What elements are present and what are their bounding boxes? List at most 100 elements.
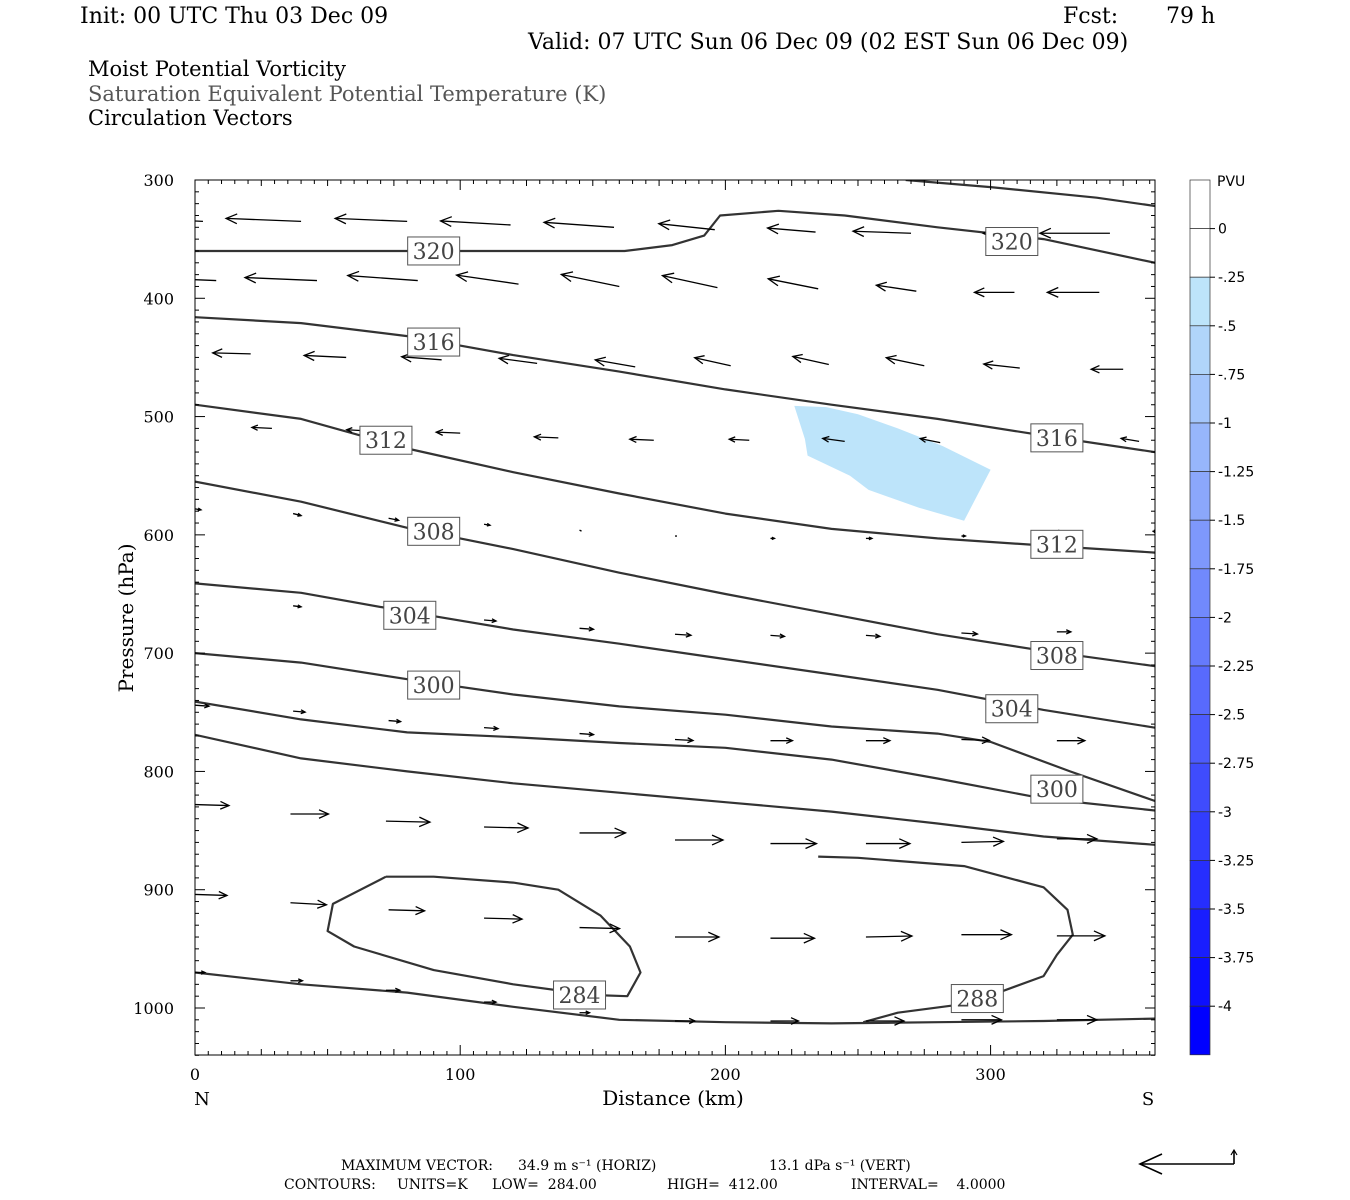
circulation-vector — [484, 999, 498, 1005]
circulation-vector — [593, 356, 636, 368]
x-tick-label: 200 — [710, 1065, 741, 1084]
y-tick-label: 700 — [143, 644, 174, 663]
colorbar-segment — [1189, 762, 1211, 813]
colorbar-segment — [1189, 519, 1211, 570]
theta-es-contour — [195, 316, 1155, 454]
contour-label: 288 — [950, 984, 1004, 1014]
contours-units: UNITS=K — [397, 1177, 468, 1193]
colorbar-segment — [1189, 1005, 1211, 1056]
circulation-vector — [1045, 286, 1100, 298]
y-tick-label: 1000 — [133, 999, 174, 1018]
theta-es-contour — [195, 652, 1155, 803]
circulation-vector — [766, 275, 819, 290]
x-tick-label: 100 — [445, 1065, 476, 1084]
circulation-vector — [195, 890, 229, 900]
circulation-vector — [851, 226, 912, 238]
circulation-vector — [1119, 436, 1140, 443]
contour-label: 308 — [407, 516, 461, 546]
circulation-vector — [195, 279, 217, 282]
init-time: Init: 00 UTC Thu 03 Dec 09 — [80, 4, 389, 29]
colorbar-segment — [1189, 811, 1211, 861]
circulation-vector — [483, 522, 492, 527]
svg-text:316: 316 — [1036, 427, 1078, 452]
contour-label: 304 — [383, 600, 437, 630]
circulation-vector — [579, 626, 596, 632]
y-axis-label: Pressure (hPa) — [114, 544, 138, 693]
circulation-vector — [1056, 930, 1107, 942]
svg-text:320: 320 — [991, 231, 1033, 256]
max-vector-vert: 13.1 dPa s⁻¹ (VERT) — [769, 1158, 911, 1174]
circulation-vector — [727, 436, 750, 443]
colorbar-segment — [1189, 374, 1211, 424]
circulation-vector — [865, 633, 882, 639]
max-vector-horiz: 34.9 m s⁻¹ (HORIZ) — [518, 1158, 657, 1174]
circulation-vector — [195, 220, 203, 223]
circulation-vector — [579, 529, 582, 532]
reference-vector-icon — [1138, 1148, 1238, 1175]
circulation-vector — [1089, 364, 1124, 374]
circulation-vector — [195, 507, 203, 512]
circulation-vector — [770, 633, 787, 639]
circulation-vector — [454, 271, 519, 285]
circulation-vector — [385, 987, 402, 993]
y-tick-label: 500 — [143, 408, 174, 427]
y-tick-label: 300 — [143, 171, 174, 190]
colorbar-label: -3.25 — [1218, 853, 1254, 869]
contour-label: 304 — [985, 694, 1039, 724]
colorbar-label: -3 — [1218, 805, 1232, 821]
circulation-vector — [693, 355, 731, 367]
y-tick-label: 600 — [143, 526, 174, 545]
circulation-vector — [484, 914, 524, 924]
circulation-vector — [770, 737, 795, 745]
colorbar-label: 0 — [1218, 222, 1227, 238]
circulation-vector — [532, 433, 559, 441]
colorbar-segment — [1189, 276, 1211, 327]
circulation-vector — [1038, 227, 1110, 239]
circulation-vector — [961, 929, 1014, 941]
svg-text:304: 304 — [991, 698, 1033, 723]
y-tick-label: 400 — [143, 289, 174, 308]
circulation-vector — [484, 725, 500, 732]
theta-es-contour — [195, 480, 1155, 668]
colorbar-segment — [1189, 860, 1211, 910]
colorbar-segment — [1189, 957, 1211, 1007]
title-mpv: Moist Potential Vorticity — [88, 57, 346, 81]
circulation-vector — [675, 1017, 697, 1025]
circulation-vector — [972, 287, 1015, 298]
circulation-vector — [660, 272, 718, 289]
circulation-vector — [333, 213, 408, 225]
x-axis-label: Distance (km) — [602, 1086, 744, 1110]
svg-text:316: 316 — [413, 331, 455, 356]
circulation-vector — [1056, 736, 1087, 745]
circulation-vector — [1152, 529, 1155, 534]
circulation-vector — [1056, 1014, 1099, 1025]
circulation-vector — [865, 536, 874, 541]
forecast-label: Fcst: — [1063, 4, 1119, 29]
colorbar-segment — [1189, 568, 1211, 618]
svg-text:304: 304 — [389, 604, 431, 629]
contour-label: 316 — [1030, 423, 1084, 453]
valid-time: Valid: 07 UTC Sun 06 Dec 09 (02 EST Sun … — [528, 30, 1129, 55]
contour-label: 308 — [1030, 641, 1084, 671]
circulation-vector — [674, 632, 693, 638]
contour-label-layer: 320 320 316 316 312 312 308 308 304 304 300 300 284 2… — [359, 227, 1084, 1014]
circulation-vector — [865, 930, 914, 942]
colorbar-segment — [1189, 665, 1211, 715]
circulation-vector — [791, 353, 829, 366]
theta-es-contour — [195, 403, 1155, 554]
circulation-vector — [385, 816, 432, 828]
theta-es-contour — [905, 180, 1155, 208]
circulation-vector — [770, 536, 777, 541]
contours-interval: INTERVAL= 4.0000 — [851, 1177, 1006, 1193]
title-theta-es: Saturation Equivalent Potential Temperat… — [88, 82, 607, 106]
contour-label: 312 — [359, 425, 413, 455]
theta-es-contour — [195, 700, 1155, 812]
circulation-vector — [961, 534, 968, 538]
circulation-vector — [559, 271, 620, 288]
max-vector-label: MAXIMUM VECTOR: — [341, 1158, 493, 1174]
colorbar-segment — [1189, 617, 1211, 667]
circulation-vector — [211, 348, 251, 358]
contour-layer — [195, 180, 1155, 1025]
circulation-vector — [579, 731, 596, 737]
circulation-vector — [388, 718, 403, 724]
